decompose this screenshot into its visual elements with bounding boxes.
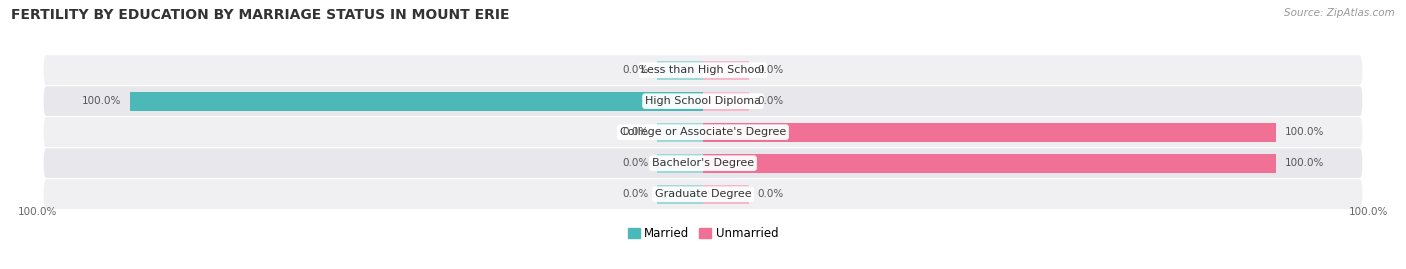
Bar — [703, 123, 1277, 142]
Bar — [129, 91, 703, 111]
Text: 100.0%: 100.0% — [82, 96, 121, 106]
Bar — [657, 123, 703, 142]
Text: 0.0%: 0.0% — [623, 127, 648, 137]
Bar — [657, 185, 703, 204]
Text: 0.0%: 0.0% — [623, 189, 648, 199]
Bar — [657, 61, 703, 80]
Bar — [703, 91, 749, 111]
FancyBboxPatch shape — [44, 148, 1362, 178]
Text: Graduate Degree: Graduate Degree — [655, 189, 751, 199]
Text: College or Associate's Degree: College or Associate's Degree — [620, 127, 786, 137]
Text: 0.0%: 0.0% — [758, 65, 783, 75]
Text: FERTILITY BY EDUCATION BY MARRIAGE STATUS IN MOUNT ERIE: FERTILITY BY EDUCATION BY MARRIAGE STATU… — [11, 8, 510, 22]
Text: 100.0%: 100.0% — [1348, 207, 1388, 217]
Text: 0.0%: 0.0% — [758, 189, 783, 199]
Bar — [703, 154, 1277, 173]
Bar — [703, 185, 749, 204]
Legend: Married, Unmarried: Married, Unmarried — [623, 222, 783, 245]
Text: 0.0%: 0.0% — [623, 158, 648, 168]
FancyBboxPatch shape — [44, 86, 1362, 116]
Bar — [703, 61, 749, 80]
Text: 100.0%: 100.0% — [1285, 158, 1324, 168]
Bar — [657, 154, 703, 173]
Text: 100.0%: 100.0% — [18, 207, 58, 217]
FancyBboxPatch shape — [44, 179, 1362, 209]
Text: Source: ZipAtlas.com: Source: ZipAtlas.com — [1284, 8, 1395, 18]
FancyBboxPatch shape — [44, 117, 1362, 147]
Text: Bachelor's Degree: Bachelor's Degree — [652, 158, 754, 168]
Text: 0.0%: 0.0% — [623, 65, 648, 75]
Text: 0.0%: 0.0% — [758, 96, 783, 106]
Text: High School Diploma: High School Diploma — [645, 96, 761, 106]
FancyBboxPatch shape — [44, 55, 1362, 85]
Text: Less than High School: Less than High School — [641, 65, 765, 75]
Text: 100.0%: 100.0% — [1285, 127, 1324, 137]
